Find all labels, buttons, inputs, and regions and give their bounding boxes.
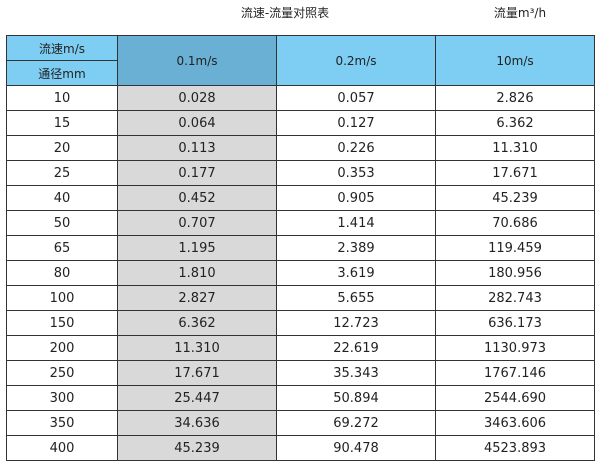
table-row: 300 25.447 50.894 2544.690	[6, 385, 595, 411]
diameter-cell: 300	[6, 385, 118, 411]
table-row: 40 0.452 0.905 45.239	[6, 185, 595, 211]
flow-cell: 636.173	[435, 310, 595, 336]
flow-cell: 50.894	[276, 385, 436, 411]
flow-cell: 0.177	[117, 160, 277, 186]
flow-cell: 4523.893	[435, 435, 595, 461]
table-row: 25 0.177 0.353 17.671	[6, 160, 595, 186]
diameter-cell: 250	[6, 360, 118, 386]
diameter-cell: 50	[6, 210, 118, 236]
diameter-cell: 15	[6, 110, 118, 136]
flow-cell: 282.743	[435, 285, 595, 311]
flow-cell: 0.028	[117, 85, 277, 111]
unit-label: 流量m³/h	[493, 6, 547, 20]
diameter-cell: 350	[6, 410, 118, 436]
header-col-2: 0.2m/s	[276, 35, 436, 86]
flow-cell: 11.310	[435, 135, 595, 161]
flow-cell: 180.956	[435, 260, 595, 286]
flow-cell: 45.239	[117, 435, 277, 461]
diameter-cell: 150	[6, 310, 118, 336]
flow-cell: 70.686	[435, 210, 595, 236]
diameter-cell: 200	[6, 335, 118, 361]
diameter-cell: 25	[6, 160, 118, 186]
table-row: 65 1.195 2.389 119.459	[6, 235, 595, 261]
flow-cell: 3.619	[276, 260, 436, 286]
flow-cell: 0.226	[276, 135, 436, 161]
flow-cell: 12.723	[276, 310, 436, 336]
diameter-cell: 80	[6, 260, 118, 286]
diameter-cell: 400	[6, 435, 118, 461]
diameter-cell: 65	[6, 235, 118, 261]
flow-cell: 1.414	[276, 210, 436, 236]
flow-cell: 90.478	[276, 435, 436, 461]
flow-cell: 1130.973	[435, 335, 595, 361]
flow-cell: 34.636	[117, 410, 277, 436]
flow-cell: 2.827	[117, 285, 277, 311]
table-row: 80 1.810 3.619 180.956	[6, 260, 595, 286]
flow-cell: 2.389	[276, 235, 436, 261]
flow-cell: 1767.146	[435, 360, 595, 386]
flow-cell: 5.655	[276, 285, 436, 311]
flow-cell: 119.459	[435, 235, 595, 261]
table-row: 350 34.636 69.272 3463.606	[6, 410, 595, 436]
header-col-3: 10m/s	[435, 35, 595, 86]
flow-cell: 2.826	[435, 85, 595, 111]
table-row: 250 17.671 35.343 1767.146	[6, 360, 595, 386]
table-row: 150 6.362 12.723 636.173	[6, 310, 595, 336]
flow-cell: 1.195	[117, 235, 277, 261]
table-row: 50 0.707 1.414 70.686	[6, 210, 595, 236]
flow-cell: 22.619	[276, 335, 436, 361]
flow-cell: 6.362	[435, 110, 595, 136]
flow-cell: 35.343	[276, 360, 436, 386]
diameter-cell: 100	[6, 285, 118, 311]
flow-cell: 11.310	[117, 335, 277, 361]
table-row: 100 2.827 5.655 282.743	[6, 285, 595, 311]
table-row: 200 11.310 22.619 1130.973	[6, 335, 595, 361]
diameter-cell: 20	[6, 135, 118, 161]
diameter-cell: 40	[6, 185, 118, 211]
table-row: 15 0.064 0.127 6.362	[6, 110, 595, 136]
flow-cell: 17.671	[117, 360, 277, 386]
flow-cell: 1.810	[117, 260, 277, 286]
flow-table: 流速m/s 0.1m/s 0.2m/s 10m/s 通径mm 10 0.028 0.…	[6, 35, 595, 461]
flow-cell: 69.272	[276, 410, 436, 436]
flow-cell: 0.057	[276, 85, 436, 111]
flow-cell: 25.447	[117, 385, 277, 411]
flow-cell: 17.671	[435, 160, 595, 186]
flow-cell: 0.452	[117, 185, 277, 211]
flow-cell: 0.905	[276, 185, 436, 211]
flow-cell: 0.064	[117, 110, 277, 136]
header-velocity: 流速m/s	[6, 35, 118, 61]
flow-cell: 2544.690	[435, 385, 595, 411]
diameter-cell: 10	[6, 85, 118, 111]
table-row: 20 0.113 0.226 11.310	[6, 135, 595, 161]
flow-cell: 0.113	[117, 135, 277, 161]
flow-cell: 0.353	[276, 160, 436, 186]
header-col-1: 0.1m/s	[117, 35, 277, 86]
table-title: 流速-流量对照表	[240, 6, 330, 20]
table-row: 10 0.028 0.057 2.826	[6, 85, 595, 111]
flow-cell: 45.239	[435, 185, 595, 211]
flow-cell: 0.127	[276, 110, 436, 136]
header-diameter: 通径mm	[6, 60, 118, 86]
flow-cell: 0.707	[117, 210, 277, 236]
flow-cell: 6.362	[117, 310, 277, 336]
table-row: 400 45.239 90.478 4523.893	[6, 435, 595, 461]
flow-cell: 3463.606	[435, 410, 595, 436]
